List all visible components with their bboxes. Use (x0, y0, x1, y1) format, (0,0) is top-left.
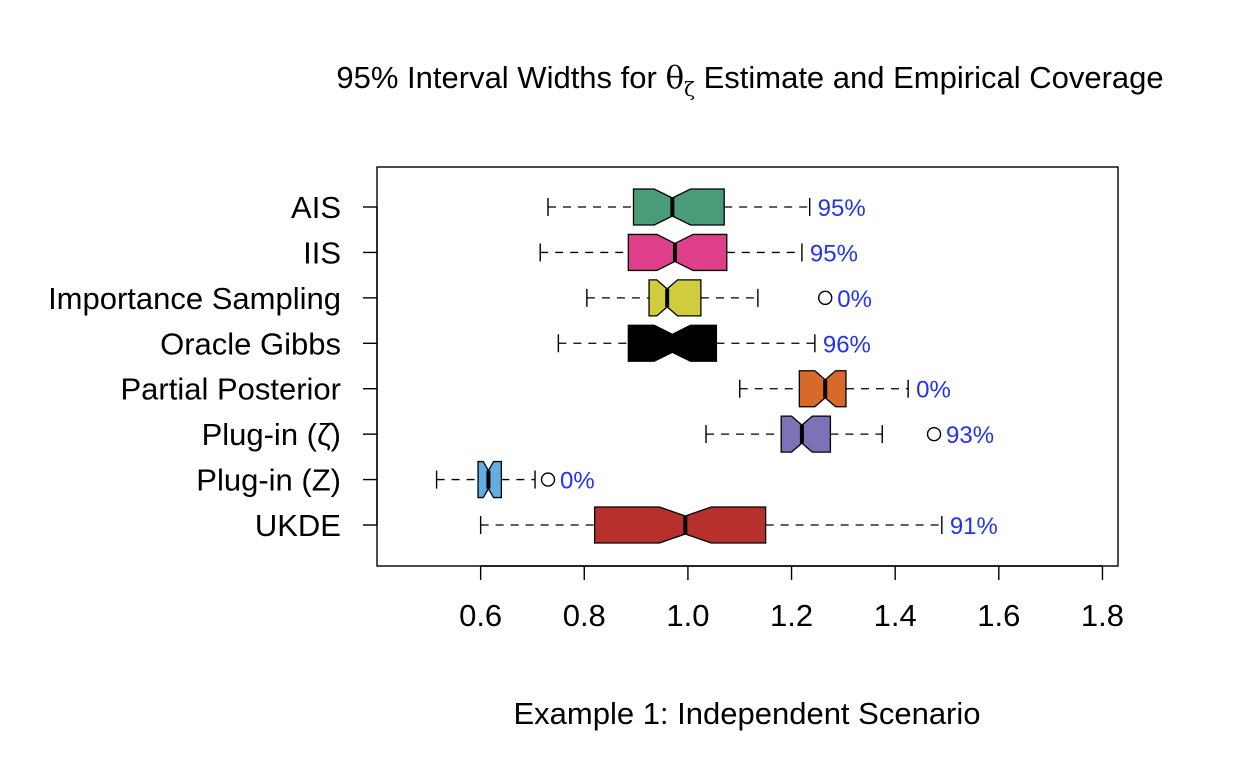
outlier-point (540, 472, 556, 487)
boxplot-oracle-gibbs: 96% (557, 324, 871, 362)
coverage-label: 93% (946, 422, 994, 449)
boxplot-partial-posterior: 0% (739, 370, 951, 408)
y-tick-label: UKDE (255, 508, 341, 543)
coverage-label: 91% (950, 513, 998, 540)
boxplots: 95% 95% 0% 96% 0% 93% 0% 91% (435, 188, 998, 544)
coverage-label: 0% (837, 286, 872, 313)
title-prefix: 95% Interval Widths for (336, 60, 665, 95)
plot-frame (376, 166, 1119, 567)
coverage-label: 95% (818, 195, 866, 222)
box (632, 188, 725, 226)
outlier-point (926, 426, 942, 442)
box (780, 415, 832, 453)
x-axis-label: Example 1: Independent Scenario (513, 696, 980, 731)
x-axis: 0.6 0.8 1.0 1.2 1.4 1.6 1.8 (459, 565, 1124, 633)
coverage-label: 0% (560, 468, 595, 495)
x-tick-label: 0.8 (563, 598, 606, 633)
x-tick-label: 0.6 (459, 598, 502, 633)
box (627, 233, 728, 272)
coverage-label: 96% (823, 331, 871, 358)
x-tick-label: 1.2 (770, 598, 813, 633)
title-suffix: Estimate and Empirical Coverage (695, 60, 1164, 95)
y-tick-label: Oracle Gibbs (160, 326, 341, 361)
x-tick-label: 1.8 (1081, 598, 1124, 633)
title-symbol: θ (665, 60, 684, 96)
title-text: 95% Interval Widths for θζ Estimate and … (336, 60, 1163, 101)
box (798, 370, 847, 408)
outlier-point (818, 290, 833, 306)
y-axis: AIS IIS Importance Sampling Oracle Gibbs Par… (48, 190, 378, 543)
y-tick-label: AIS (291, 190, 341, 225)
y-tick-label: Plug-in (ζ̂) (202, 417, 341, 452)
y-tick-label: Partial Posterior (120, 372, 341, 407)
title-subscript: ζ (684, 77, 695, 101)
y-tick-label: Plug-in (Z) (196, 463, 341, 498)
box (648, 279, 702, 317)
boxplot-ais: 95% (547, 188, 866, 226)
boxplot-importance-sampling: 0% (586, 279, 872, 317)
x-tick-label: 1.0 (666, 598, 709, 633)
boxplot-plug-in: 93% (705, 415, 994, 453)
x-tick-label: 1.6 (977, 598, 1020, 633)
boxplot-ukde: 91% (479, 506, 998, 544)
chart-title: 95% Interval Widths for θζ Estimate and … (336, 60, 1163, 101)
y-tick-label: IIS (303, 235, 341, 270)
coverage-label: 0% (916, 377, 951, 404)
coverage-label: 95% (810, 240, 858, 267)
y-tick-label: Importance Sampling (48, 281, 341, 316)
boxplot-plug-in-z: 0% (435, 460, 595, 499)
x-tick-label: 1.4 (874, 598, 917, 633)
boxplot-iis: 95% (539, 233, 858, 272)
box (593, 506, 767, 544)
